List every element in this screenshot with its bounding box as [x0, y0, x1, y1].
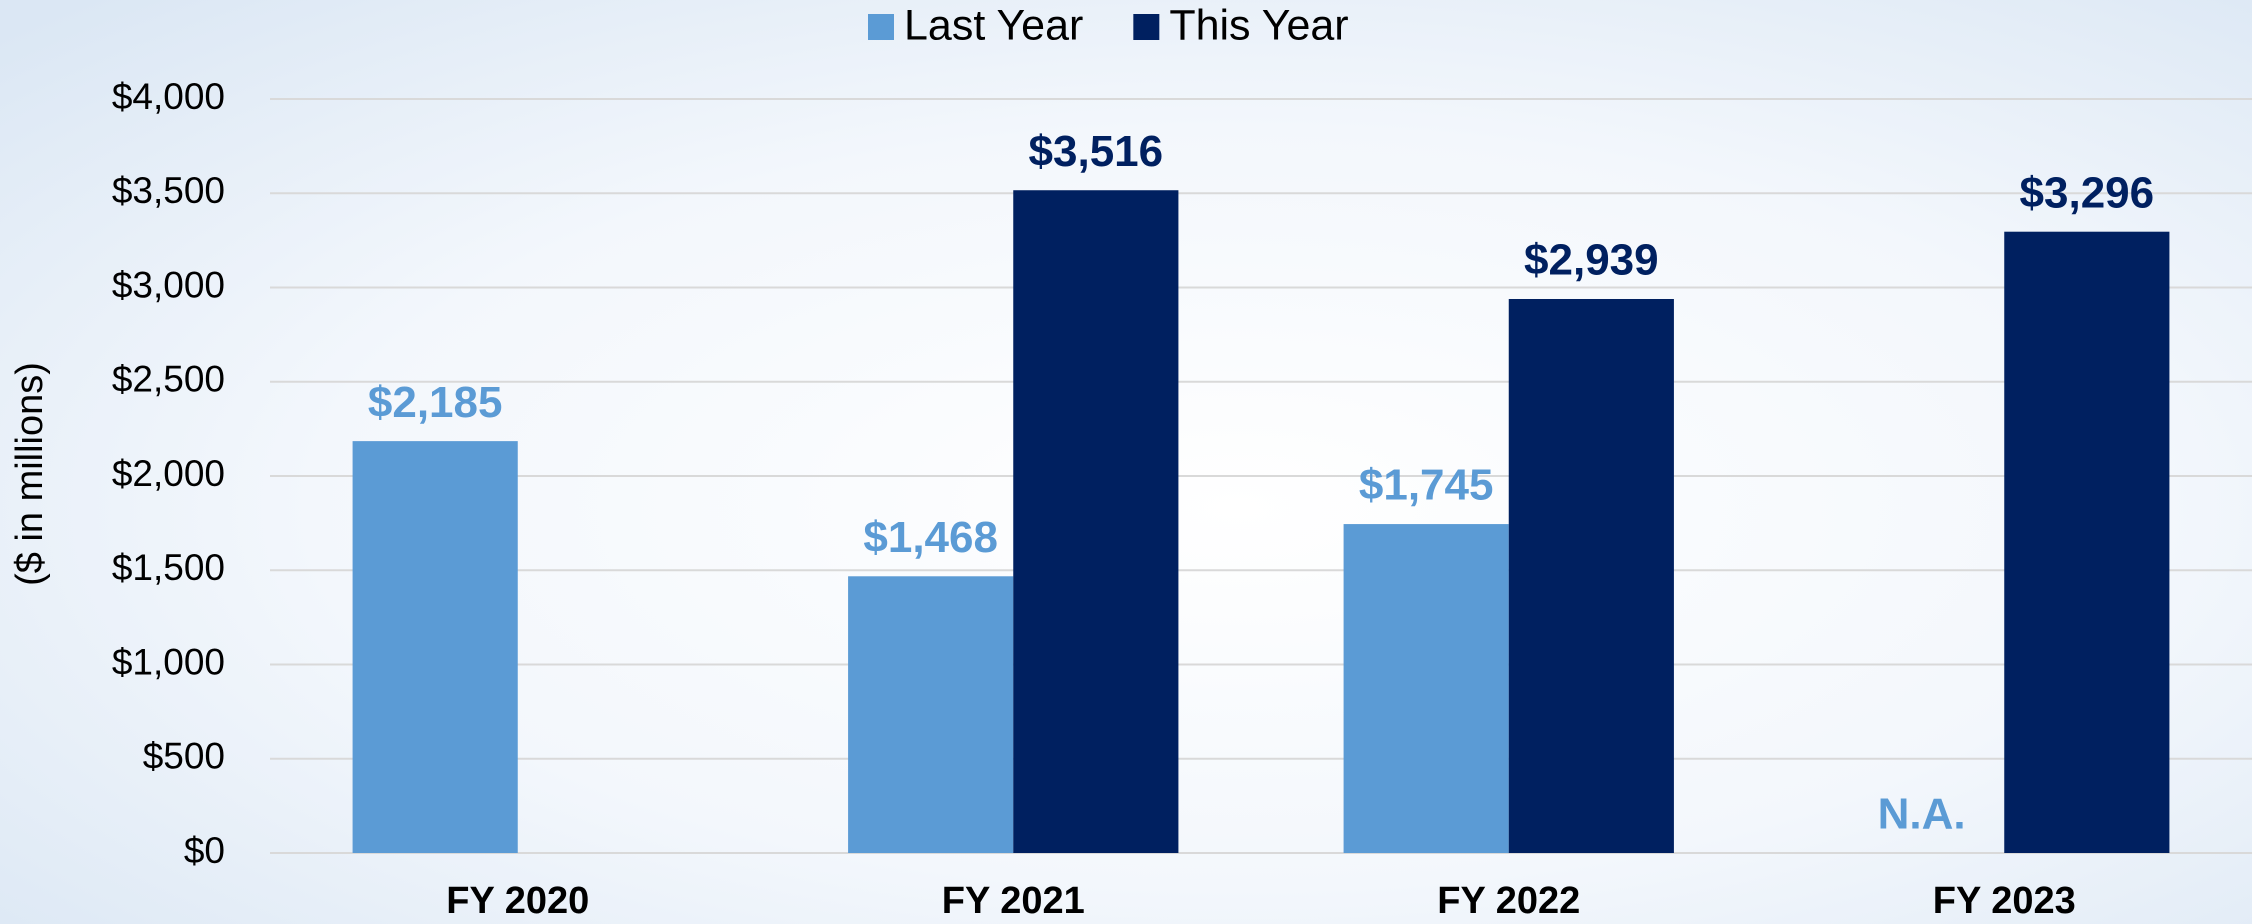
bar — [1508, 298, 1674, 853]
bar — [352, 441, 518, 853]
legend-label: This Year — [1169, 1, 1348, 49]
x-tick-label: FY 2023 — [1933, 880, 2076, 922]
y-tick-label: $1,500 — [112, 547, 225, 588]
legend: Last Year This Year — [868, 1, 1349, 49]
y-tick-label: $3,500 — [112, 170, 225, 211]
data-label: $2,939 — [1524, 236, 1659, 285]
bar — [848, 576, 1014, 853]
y-tick-label: $500 — [143, 736, 225, 777]
legend-label: Last Year — [904, 1, 1083, 49]
y-axis-title: ($ in millions) — [9, 362, 51, 586]
data-label: N.A. — [1878, 790, 1966, 839]
data-label: $3,516 — [1029, 127, 1164, 176]
x-tick-label: FY 2021 — [942, 880, 1085, 922]
y-tick-label: $2,000 — [112, 453, 225, 494]
x-tick-label: FY 2022 — [1437, 880, 1580, 922]
data-label: $2,185 — [368, 378, 503, 427]
legend-swatch — [868, 14, 894, 40]
y-tick-label: $3,000 — [112, 264, 225, 305]
y-tick-label: $0 — [184, 830, 225, 871]
bar — [1013, 190, 1179, 853]
legend-swatch — [1133, 14, 1160, 40]
bar — [2004, 231, 2170, 854]
data-label: $3,296 — [2020, 168, 2155, 217]
data-label: $1,745 — [1359, 461, 1494, 510]
bar — [1343, 524, 1509, 853]
y-tick-label: $2,500 — [112, 359, 225, 400]
y-tick-label: $4,000 — [112, 76, 225, 117]
y-tick-label: $1,000 — [112, 641, 225, 682]
x-tick-label: FY 2020 — [446, 880, 589, 922]
data-label: $1,468 — [863, 513, 998, 562]
